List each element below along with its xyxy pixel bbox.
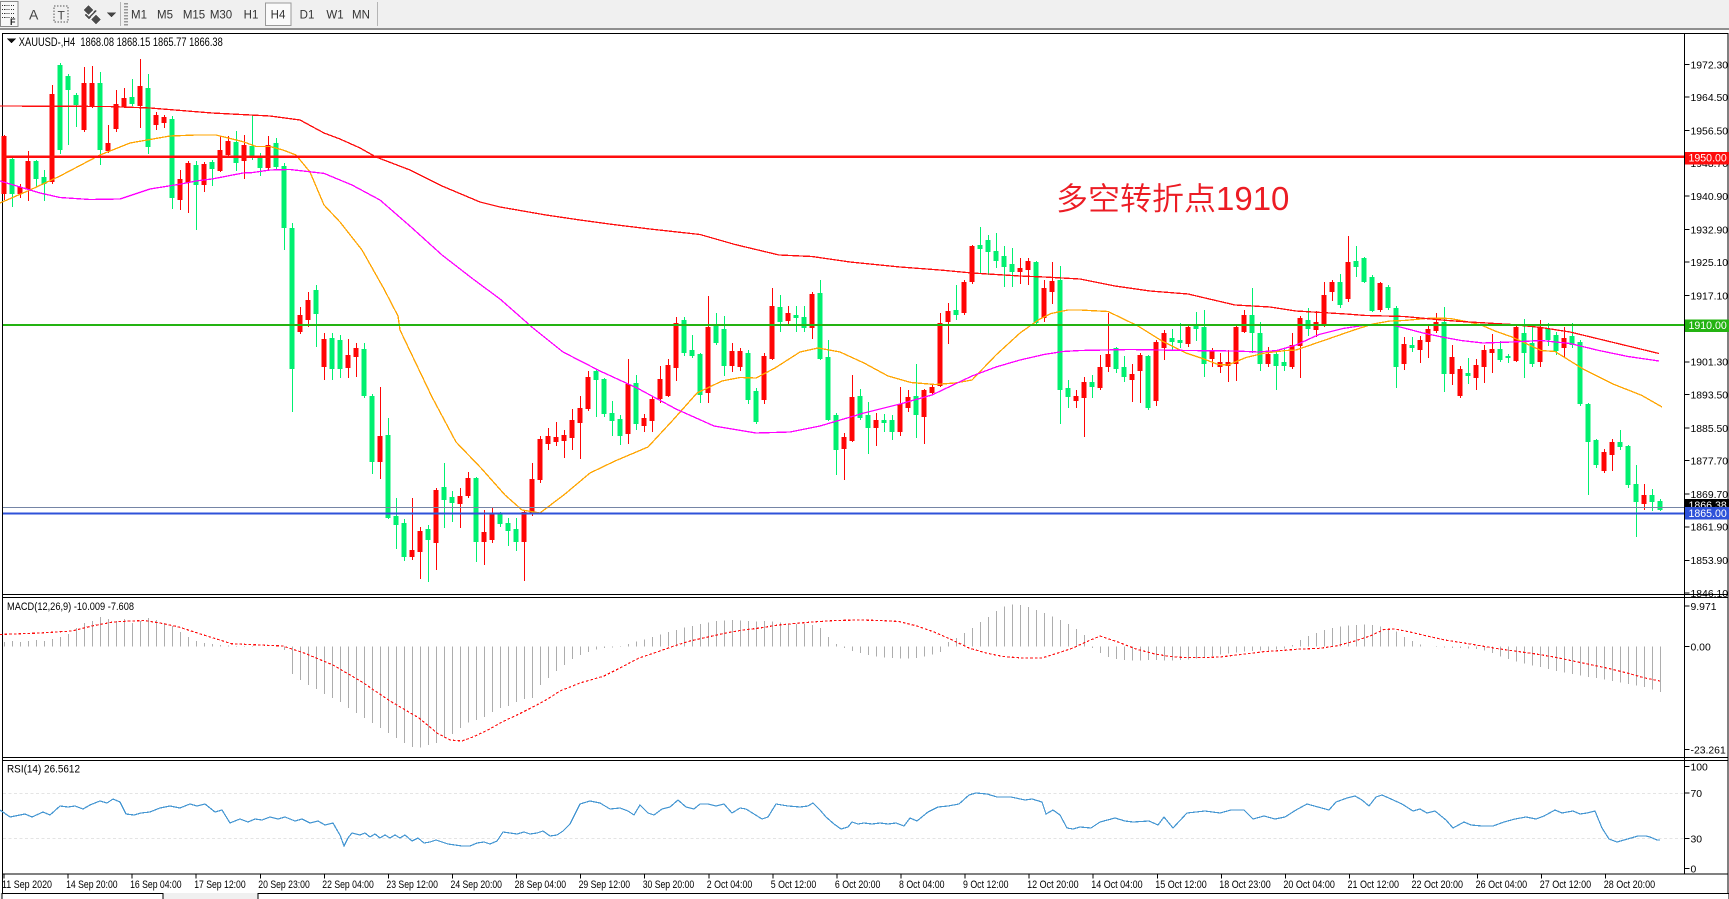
svg-text:1956.50: 1956.50 [1691,126,1729,137]
svg-text:XAUUSD-,H4 1868.08 1868.15 18: XAUUSD-,H4 1868.08 1868.15 1865.77 1866.… [19,35,223,49]
svg-text:1910.00: 1910.00 [1689,320,1727,332]
svg-text:29 Sep 12:00: 29 Sep 12:00 [579,879,631,891]
svg-text:16 Sep 04:00: 16 Sep 04:00 [130,879,182,891]
svg-text:20 Oct 04:00: 20 Oct 04:00 [1283,879,1335,891]
svg-text:24 Sep 20:00: 24 Sep 20:00 [451,879,503,891]
svg-text:-23.261: -23.261 [1691,746,1726,757]
svg-text:30 Sep 20:00: 30 Sep 20:00 [643,879,695,891]
svg-text:22 Sep 04:00: 22 Sep 04:00 [322,879,374,891]
svg-text:11 Sep 2020: 11 Sep 2020 [2,879,52,891]
svg-text:1853.90: 1853.90 [1691,556,1729,567]
svg-text:1877.70: 1877.70 [1691,456,1729,467]
svg-text:1885.50: 1885.50 [1691,424,1729,435]
svg-text:RSI(14) 26.5612: RSI(14) 26.5612 [7,764,80,776]
svg-text:2 Oct 04:00: 2 Oct 04:00 [707,879,753,891]
svg-text:100: 100 [1691,762,1709,773]
svg-text:20 Sep 23:00: 20 Sep 23:00 [258,879,310,891]
svg-text:MN: MN [352,10,370,22]
svg-text:1901.30: 1901.30 [1691,358,1729,369]
svg-text:D1: D1 [300,10,315,22]
svg-text:H1: H1 [244,10,259,22]
svg-text:1846.10: 1846.10 [1691,589,1729,600]
svg-text:1950.00: 1950.00 [1689,153,1727,165]
svg-text:9 Oct 12:00: 9 Oct 12:00 [963,879,1009,891]
svg-text:18 Oct 23:00: 18 Oct 23:00 [1219,879,1271,891]
svg-text:1910: 1910 [1216,180,1289,217]
svg-text:1893.50: 1893.50 [1691,390,1729,401]
svg-text:17 Sep 12:00: 17 Sep 12:00 [194,879,246,891]
svg-text:1932.90: 1932.90 [1691,225,1729,236]
svg-text:MACD(12,26,9) -10.009 -7.608: MACD(12,26,9) -10.009 -7.608 [7,601,134,613]
svg-text:9.971: 9.971 [1691,602,1717,613]
svg-text:1964.50: 1964.50 [1691,93,1729,104]
svg-text:15 Oct 12:00: 15 Oct 12:00 [1155,879,1207,891]
svg-text:27 Oct 12:00: 27 Oct 12:00 [1540,879,1592,891]
svg-text:23 Sep 12:00: 23 Sep 12:00 [386,879,438,891]
svg-text:14 Sep 20:00: 14 Sep 20:00 [66,879,118,891]
svg-text:28 Oct 20:00: 28 Oct 20:00 [1604,879,1656,891]
svg-text:0: 0 [1691,864,1697,875]
svg-text:M1: M1 [131,10,147,22]
svg-text:F: F [10,17,16,27]
svg-text:1865.00: 1865.00 [1689,508,1727,520]
svg-text:W1: W1 [326,10,343,22]
svg-text:1940.90: 1940.90 [1691,192,1729,203]
svg-text:M30: M30 [210,10,232,22]
svg-text:1869.70: 1869.70 [1691,490,1729,501]
svg-text:30: 30 [1691,835,1703,846]
svg-text:12 Oct 20:00: 12 Oct 20:00 [1027,879,1079,891]
svg-text:M15: M15 [183,10,205,22]
svg-text:5 Oct 12:00: 5 Oct 12:00 [771,879,817,891]
svg-text:26 Oct 04:00: 26 Oct 04:00 [1476,879,1528,891]
svg-text:A: A [29,7,39,23]
svg-text:T: T [58,9,66,23]
svg-text:1925.10: 1925.10 [1691,258,1729,269]
svg-text:14 Oct 04:00: 14 Oct 04:00 [1091,879,1143,891]
svg-text:6 Oct 20:00: 6 Oct 20:00 [835,879,881,891]
svg-text:70: 70 [1691,789,1703,800]
svg-text:M5: M5 [157,10,173,22]
svg-text:21 Oct 12:00: 21 Oct 12:00 [1348,879,1400,891]
svg-text:1917.10: 1917.10 [1691,291,1729,302]
svg-text:1861.90: 1861.90 [1691,523,1729,534]
svg-text:1972.30: 1972.30 [1691,60,1729,71]
svg-text:22 Oct 20:00: 22 Oct 20:00 [1412,879,1464,891]
svg-text:0.00: 0.00 [1691,642,1711,653]
svg-text:8 Oct 04:00: 8 Oct 04:00 [899,879,945,891]
svg-text:28 Sep 04:00: 28 Sep 04:00 [515,879,567,891]
svg-text:1948.70: 1948.70 [1691,159,1729,170]
svg-text:H4: H4 [271,10,286,22]
